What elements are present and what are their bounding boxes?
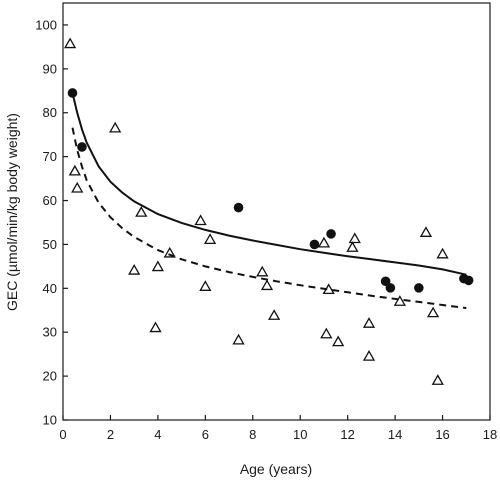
y-axis-label: GEC (µmol/min/kg body weight) — [4, 113, 20, 311]
open-triangle-point — [393, 295, 406, 306]
filled-circle-point — [309, 239, 320, 250]
x-axis-ticks — [62, 415, 491, 420]
filled-circle-point — [77, 142, 87, 152]
open-triangle-point — [362, 317, 376, 328]
x-axis-tick-labels: 0 2 4 6 8 10 12 14 16 18 — [59, 427, 497, 442]
fit-curves — [71, 92, 467, 310]
y-tick-label: 10 — [43, 413, 57, 428]
open-triangle-point — [436, 247, 449, 259]
open-triangle-point — [362, 350, 376, 361]
open-triangle-point — [149, 321, 162, 333]
open-triangle-point — [322, 283, 335, 295]
dashed-fit-curve — [71, 127, 467, 310]
open-triangle-point — [63, 37, 77, 49]
filled-circle-point — [67, 88, 78, 98]
y-tick-label: 40 — [43, 281, 57, 296]
x-tick-label: 2 — [107, 427, 114, 442]
plot-frame — [62, 2, 491, 421]
x-tick-label: 4 — [154, 427, 161, 442]
open-triangle-point — [268, 309, 281, 320]
filled-circle-point — [233, 202, 244, 213]
data-points — [63, 37, 474, 385]
solid-fit-curve — [71, 92, 467, 276]
open-triangle-point — [426, 306, 440, 318]
open-triangle-point — [203, 233, 217, 244]
open-triangle-point — [260, 279, 274, 291]
y-tick-label: 20 — [43, 369, 57, 384]
x-tick-label: 14 — [388, 427, 402, 442]
y-tick-label: 100 — [35, 17, 57, 32]
open-triangle-point — [71, 181, 84, 193]
y-tick-label: 50 — [43, 237, 57, 252]
x-tick-label: 0 — [59, 427, 66, 442]
open-triangle-point — [135, 206, 148, 217]
y-tick-label: 90 — [43, 61, 57, 76]
open-triangle-point — [151, 260, 165, 272]
open-triangle-point — [68, 164, 81, 176]
x-tick-label: 8 — [249, 427, 256, 442]
y-tick-label: 30 — [43, 325, 57, 340]
open-triangle-point — [163, 246, 176, 258]
y-axis-ticks — [63, 24, 68, 421]
y-tick-label: 80 — [43, 105, 57, 120]
open-triangle-point — [419, 226, 433, 237]
filled-circle-point — [463, 275, 474, 286]
x-tick-label: 12 — [340, 427, 354, 442]
x-tick-label: 10 — [293, 427, 307, 442]
open-triangle-point — [431, 374, 444, 385]
open-triangle-point — [332, 335, 345, 347]
y-axis-tick-labels: 10 20 30 40 50 60 70 80 90 100 — [35, 17, 57, 427]
open-triangle-point — [194, 214, 207, 226]
x-tick-label: 6 — [202, 427, 209, 442]
open-triangle-point — [109, 121, 122, 133]
open-triangle-point — [317, 236, 331, 248]
open-triangle-point — [256, 265, 269, 277]
open-triangle-point — [320, 327, 333, 339]
open-triangle-point — [346, 241, 359, 252]
y-tick-label: 60 — [43, 193, 57, 208]
x-tick-label: 16 — [435, 427, 449, 442]
open-triangle-point — [348, 232, 361, 244]
filled-circle-point — [385, 283, 396, 293]
y-tick-label: 70 — [43, 149, 57, 164]
open-triangle-point — [128, 264, 141, 275]
x-tick-label: 18 — [483, 427, 497, 442]
x-axis-label: Age (years) — [240, 461, 312, 477]
open-triangle-point — [199, 280, 212, 291]
open-triangle-point — [232, 333, 245, 345]
filled-circle-point — [326, 229, 336, 239]
filled-circle-point — [414, 283, 424, 293]
